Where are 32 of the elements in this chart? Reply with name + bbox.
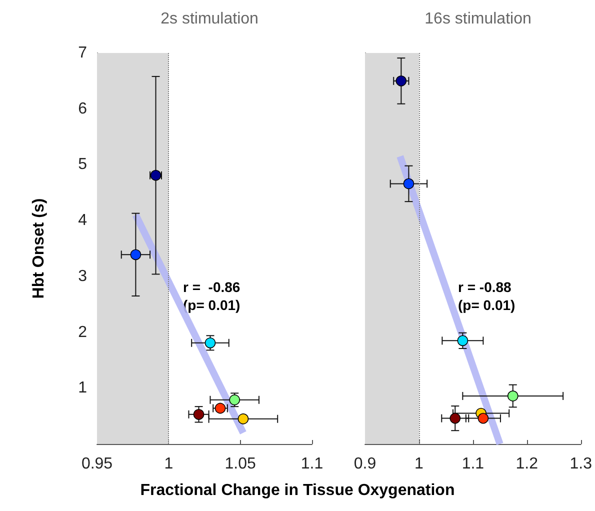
x-tick-label: 1 [414,456,424,472]
point [204,338,216,348]
y-tick-label: 3 [78,268,88,285]
x-tick-label: 0.95 [81,456,113,472]
chart-title: 16s stimulation [424,10,532,28]
point [238,413,249,424]
y-tick-label: 4 [78,212,88,230]
y-axis-title: Hbt Onset (s) [30,198,48,299]
x-tick-label: 1 [164,456,174,472]
y-tick-label: 2 [78,324,88,341]
chart-title: 2s stimulation [160,10,258,28]
x-axis-title: Fractional Change in Tissue Oxygenation [139,482,456,500]
point [450,412,461,424]
annotation: r = -0.86 (p= 0.01) [183,279,240,313]
x-tick-label: 1.05 [224,456,256,472]
point [130,249,142,260]
point [457,335,468,346]
y-tick-label: 1 [78,380,88,397]
point [403,178,414,190]
y-tick-label: 7 [78,44,88,62]
x-tick-label: 1.2 [516,456,538,472]
y-tick-label: 5 [78,156,88,174]
annotation: r = -0.88 (p= 0.01) [458,279,516,313]
x-tick-label: 1.3 [570,456,592,472]
x-tick-label: 1.1 [462,456,484,472]
x-tick-label: 0.9 [354,456,376,472]
point [507,390,518,402]
x-tick-label: 1.1 [300,456,324,472]
y-tick-label: 6 [78,100,88,118]
point [396,76,407,86]
point [478,412,489,424]
point [193,409,204,420]
